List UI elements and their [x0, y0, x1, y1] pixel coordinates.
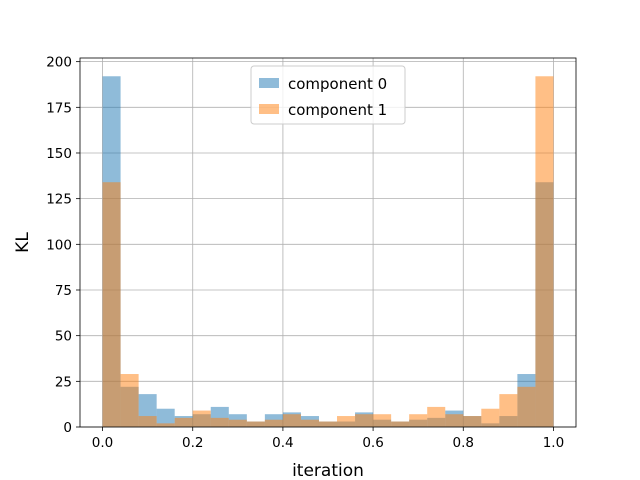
histogram-bar-series-1: [535, 76, 554, 427]
y-tick-label: 125: [46, 192, 72, 208]
histogram-bar-series-1: [463, 416, 482, 427]
histogram-bar-series-1: [300, 419, 319, 427]
histogram-bar-series-1: [192, 410, 211, 427]
legend-label-series-1: component 1: [288, 101, 387, 119]
legend-label-series-0: component 0: [288, 75, 387, 93]
x-tick-label: 0.4: [272, 435, 293, 451]
ticks-layer: 0.0 0.2 0.4 0.6 0.8 1.0 0 25 50 75 100 125 150 175 200: [46, 55, 564, 451]
histogram-bar-series-1: [210, 417, 229, 427]
x-tick-label: 0.8: [453, 435, 474, 451]
histogram-bar-series-1: [391, 421, 410, 427]
histogram-bar-series-1: [318, 421, 338, 427]
y-tick-label: 75: [55, 283, 72, 299]
histogram-bar-series-1: [355, 414, 374, 427]
histogram-bar-series-1: [427, 406, 446, 427]
legend-frame: [250, 65, 406, 125]
histogram-bar-series-1: [499, 394, 518, 427]
histogram-bar-series-1: [445, 414, 464, 427]
legend: component 0 component 1: [250, 65, 406, 125]
x-axis-label: iteration: [292, 461, 364, 480]
bars-layer: [102, 76, 554, 427]
histogram-bar-series-1: [228, 419, 247, 427]
y-tick-label: 150: [46, 146, 72, 162]
legend-swatch-series-0: [259, 78, 279, 88]
y-axis-label: KL: [13, 232, 33, 253]
histogram-bar-series-1: [517, 386, 536, 427]
y-tick-label: 100: [46, 237, 72, 253]
legend-swatch-series-1: [259, 104, 279, 114]
y-tick-label: 200: [46, 55, 72, 71]
histogram-bar-series-1: [138, 416, 157, 427]
histogram-bar-series-1: [120, 374, 139, 427]
y-tick-label: 0: [63, 420, 72, 436]
histogram-bar-series-1: [481, 408, 500, 427]
histogram-bar-series-0: [156, 408, 175, 427]
x-tick-label: 0.6: [362, 435, 383, 451]
histogram-bar-series-1: [102, 182, 121, 427]
y-tick-label: 50: [55, 329, 72, 345]
histogram-bar-series-1: [264, 419, 283, 427]
histogram-bar-series-1: [337, 416, 356, 427]
histogram-bar-series-1: [282, 414, 301, 427]
histogram-bar-series-1: [373, 414, 392, 427]
histogram-bar-series-1: [246, 421, 265, 427]
plot-frame: [79, 57, 577, 428]
x-tick-label: 0.2: [182, 435, 203, 451]
y-tick-label: 25: [55, 374, 72, 390]
histogram-bar-series-1: [156, 423, 175, 427]
x-tick-label: 1.0: [543, 435, 564, 451]
x-tick-label: 0.0: [92, 435, 113, 451]
y-tick-label: 175: [46, 100, 72, 116]
histogram-bar-series-1: [409, 414, 428, 427]
histogram-bar-series-1: [174, 417, 193, 427]
